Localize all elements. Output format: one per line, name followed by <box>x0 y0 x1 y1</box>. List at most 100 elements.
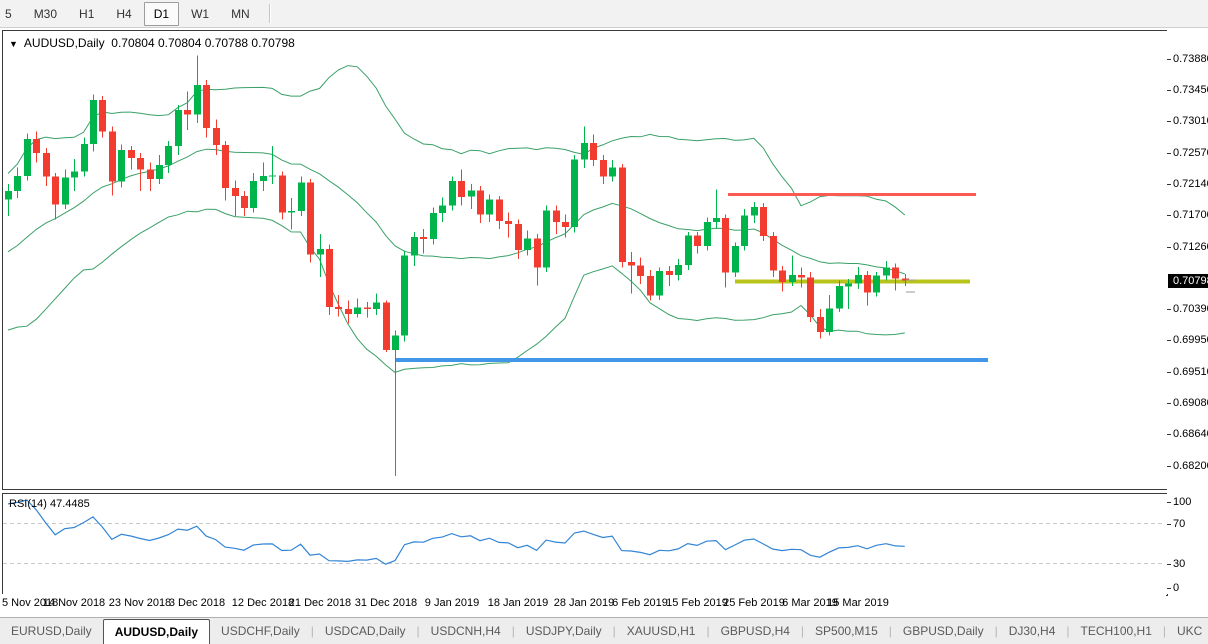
bear-candle <box>600 155 607 184</box>
tab-separator: | <box>994 624 998 638</box>
timeframe-button-w1[interactable]: W1 <box>191 6 210 21</box>
date-axis[interactable]: 5 Nov 2018 14 Nov 2018 23 Nov 2018 3 Dec 20… <box>0 594 1166 617</box>
bull-candle <box>71 158 78 191</box>
bear-candle <box>562 214 569 238</box>
axis-tick-mark <box>1167 340 1171 341</box>
bull-candle <box>468 183 475 209</box>
rsi-line <box>7 499 905 565</box>
symbol-tab-bar: EURUSD,Daily AUDUSD,Daily USDCHF,Daily | USD… <box>0 617 1208 644</box>
tab-separator: | <box>416 624 420 638</box>
bear-candle <box>109 126 116 196</box>
chart-title: ▼ AUDUSD,Daily 0.70804 0.70804 0.70788 0.… <box>9 36 295 50</box>
bear-candle <box>33 131 40 163</box>
symbol-tab-xauusd[interactable]: XAUUSD,H1 <box>626 624 696 638</box>
rsi-indicator-label: RSI(14) 47.4485 <box>9 498 90 510</box>
bull-candle <box>741 208 748 251</box>
symbol-tab-gbpusd[interactable]: GBPUSD,H4 <box>720 624 790 638</box>
axis-tick-mark <box>1167 309 1171 310</box>
bear-candle <box>43 148 50 186</box>
timeframe-button-d1[interactable]: D1 <box>143 1 180 26</box>
bull-candle <box>298 176 305 217</box>
tab-separator: | <box>511 624 515 638</box>
rsi-axis-label: 100 <box>1173 496 1192 508</box>
tab-separator: | <box>1066 624 1070 638</box>
bear-candle <box>137 153 144 191</box>
bear-candle <box>666 266 673 287</box>
bear-candle <box>553 205 560 234</box>
bear-candle <box>637 257 644 285</box>
tab-separator: | <box>800 624 805 638</box>
bull-candle <box>609 160 616 182</box>
main-price-panel[interactable]: ▼ AUDUSD,Daily 0.70804 0.70804 0.70788 0.… <box>2 30 1168 490</box>
bull-candle <box>751 201 758 224</box>
rsi-panel[interactable]: RSI(14) 47.4485 <box>2 493 1168 596</box>
bear-candle <box>779 266 786 292</box>
bear-candle <box>222 140 229 201</box>
bear-candle <box>279 171 286 220</box>
date-axis-label: 12 Dec 2018 <box>231 597 295 609</box>
symbol-tab-eurusd[interactable]: EURUSD,Daily <box>11 624 92 638</box>
axis-tick-mark <box>1167 372 1171 373</box>
timeframe-button-h1[interactable]: H1 <box>79 6 95 21</box>
symbol-tab-audusd[interactable]: AUDUSD,Daily <box>102 619 211 644</box>
bear-candle <box>128 145 135 170</box>
symbol-tab-sp500[interactable]: SP500,M15 <box>815 624 878 638</box>
symbol-tab-usdcnh[interactable]: USDCNH,H4 <box>430 624 501 638</box>
bull-candle <box>732 242 739 277</box>
bull-candle <box>269 145 276 184</box>
bull-candle <box>449 176 456 211</box>
symbol-dropdown-icon[interactable]: ▼ <box>9 39 18 49</box>
bear-candle <box>335 294 342 317</box>
date-axis-label: 25 Feb 2019 <box>723 597 785 609</box>
bull-candle <box>411 231 418 267</box>
timeframe-button-h4[interactable]: H4 <box>116 6 132 21</box>
axis-tick-mark <box>1167 524 1171 525</box>
symbol-tab-usdchf[interactable]: USDCHF,Daily <box>221 624 300 638</box>
bull-candle <box>543 205 550 272</box>
bear-candle <box>902 274 909 287</box>
symbol-tab-ukc[interactable]: UKC <box>1177 624 1203 638</box>
rsi-chart <box>3 499 1165 565</box>
axis-tick-mark <box>1167 466 1171 467</box>
toolbar-separator <box>268 4 271 23</box>
bull-candle <box>430 207 437 245</box>
symbol-tab-usdjpy[interactable]: USDJPY,Daily <box>525 624 602 638</box>
bear-candle <box>458 169 465 206</box>
chart-window: ▼ AUDUSD,Daily 0.70804 0.70804 0.70788 0.… <box>0 28 1208 617</box>
date-axis-label: 31 Dec 2018 <box>354 597 418 609</box>
date-axis-label: 9 Jan 2019 <box>424 597 480 609</box>
timeframe-button-m30[interactable]: M30 <box>33 6 58 21</box>
bull-candle <box>288 198 295 230</box>
current-price-tag: 0.70798 <box>1168 274 1208 288</box>
bear-candle <box>817 309 824 339</box>
bull-candle <box>81 137 88 177</box>
timeframe-button-mn[interactable]: MN <box>231 6 250 21</box>
date-axis-label: 15 Feb 2019 <box>666 597 728 609</box>
symbol-tab-tech100[interactable]: TECH100,H1 <box>1080 624 1152 638</box>
tab-separator: | <box>612 624 616 638</box>
timeframe-button-5[interactable]: 5 <box>5 6 12 21</box>
bull-candle <box>581 126 588 169</box>
symbol-tab-dj30[interactable]: DJ30,H4 <box>1008 624 1056 638</box>
symbol-tab-gbpusd[interactable]: GBPUSD,Daily <box>902 624 984 638</box>
bear-candle <box>770 231 777 277</box>
quote-ohlc-values: 0.70804 0.70804 0.70788 0.70798 <box>111 36 295 50</box>
bear-candle <box>147 162 154 191</box>
axis-tick-mark <box>1167 564 1171 565</box>
bear-candle <box>647 269 654 301</box>
bull-candle <box>656 267 663 300</box>
bull-candle <box>845 279 852 310</box>
symbol-tab-usdcad[interactable]: USDCAD,Daily <box>324 624 406 638</box>
bear-candle <box>326 244 333 315</box>
bull-candle <box>883 261 890 281</box>
